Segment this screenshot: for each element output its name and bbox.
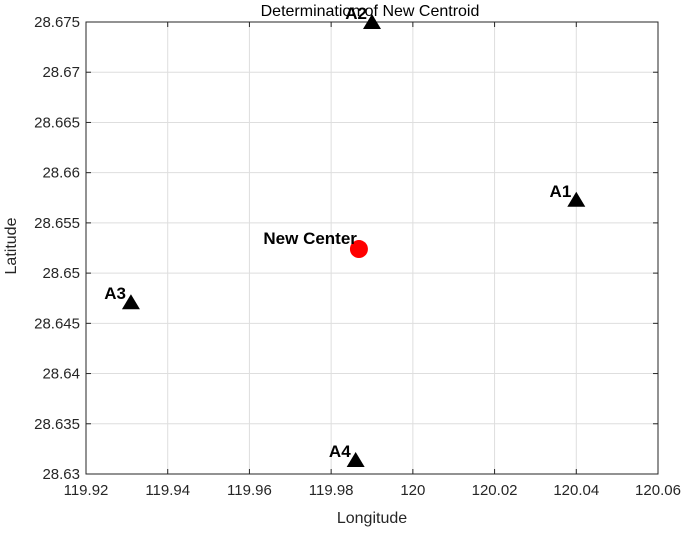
triangle-marker-a3 xyxy=(121,294,140,310)
triangle-marker-a4 xyxy=(346,451,365,467)
y-tick-label: 28.675 xyxy=(34,14,80,31)
x-tick-label: 120.02 xyxy=(472,482,518,499)
y-axis-label: Latitude xyxy=(3,217,20,274)
axes-box xyxy=(85,21,659,475)
triangle-marker-a2 xyxy=(363,14,381,29)
x-tick-label: 120 xyxy=(400,482,425,499)
x-tick-label: 119.98 xyxy=(309,482,354,499)
grid xyxy=(85,21,659,475)
point-label-new-center: New Center xyxy=(263,229,357,248)
y-axis-ticks: 28.63 28.635 28.64 28.645 28.65 28.655 28.66 28… xyxy=(34,14,658,483)
point-label-a2: A2 xyxy=(345,4,367,23)
point-label-a1: A1 xyxy=(550,182,572,201)
x-tick-label: 119.96 xyxy=(227,482,272,499)
point-label-a4: A4 xyxy=(329,442,351,461)
y-tick-label: 28.65 xyxy=(42,265,80,282)
y-tick-label: 28.66 xyxy=(42,165,80,182)
y-tick-label: 28.635 xyxy=(34,416,80,433)
x-axis-ticks: 119.92 119.94 119.96 119.98 120 120.02 120.04 1… xyxy=(64,22,681,499)
data-marks: A1 A2 A3 A4 New Center xyxy=(104,4,586,467)
y-tick-label: 28.655 xyxy=(34,215,80,232)
point-label-a3: A3 xyxy=(104,284,126,303)
new-center-marker xyxy=(349,240,368,259)
plot-area-border xyxy=(85,21,659,475)
x-axis-label: Longitude xyxy=(337,510,407,527)
x-tick-label: 120.06 xyxy=(635,482,681,499)
y-tick-label: 28.63 xyxy=(42,466,80,483)
y-tick-label: 28.67 xyxy=(42,64,80,81)
triangle-marker-a1 xyxy=(567,191,586,207)
x-tick-label: 120.04 xyxy=(553,482,599,499)
y-tick-label: 28.645 xyxy=(34,315,80,332)
x-tick-label: 119.92 xyxy=(64,482,109,499)
chart-title: Determination of New Centroid xyxy=(261,3,480,20)
y-tick-label: 28.665 xyxy=(34,114,80,131)
x-tick-label: 119.94 xyxy=(145,482,190,499)
y-tick-label: 28.64 xyxy=(42,366,80,383)
